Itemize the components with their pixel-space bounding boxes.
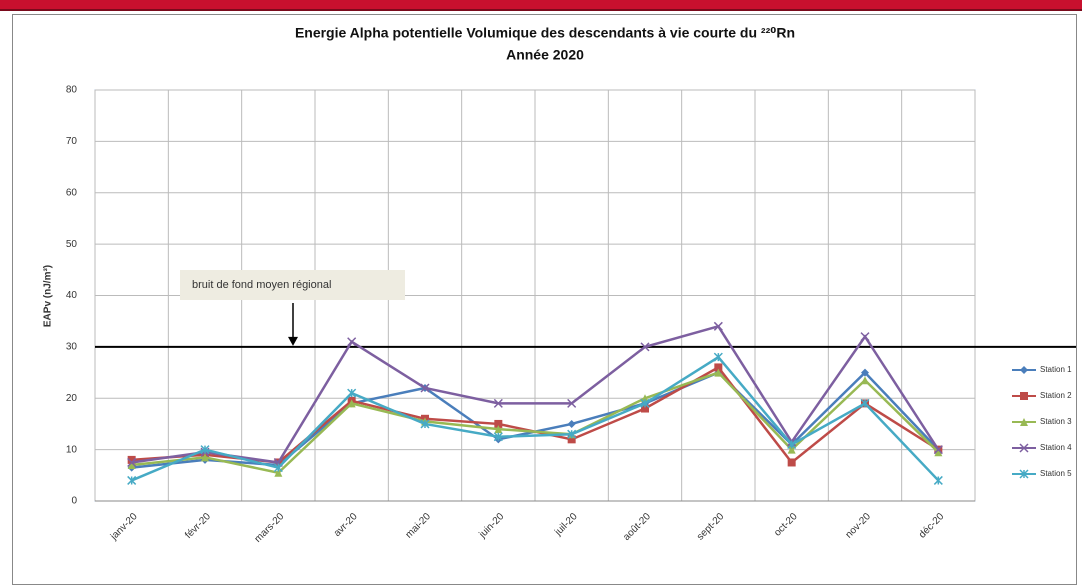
marker bbox=[420, 383, 430, 393]
marker bbox=[713, 352, 723, 362]
chart-subtitle: Année 2020 bbox=[506, 47, 584, 63]
marker bbox=[567, 429, 577, 439]
marker bbox=[127, 475, 137, 485]
marker bbox=[640, 398, 650, 408]
marker bbox=[860, 332, 870, 342]
marker bbox=[567, 398, 577, 408]
legend-label: Station 2 bbox=[1040, 391, 1072, 400]
marker bbox=[127, 461, 136, 470]
annotation-arrowhead bbox=[288, 336, 298, 346]
marker bbox=[641, 394, 649, 403]
marker bbox=[347, 337, 357, 347]
marker bbox=[787, 458, 796, 467]
y-tick-label: 70 bbox=[66, 136, 78, 147]
y-tick-label: 60 bbox=[66, 187, 78, 198]
marker bbox=[1020, 366, 1028, 374]
marker bbox=[1020, 392, 1028, 400]
marker bbox=[494, 419, 503, 428]
marker bbox=[1019, 443, 1029, 453]
marker bbox=[861, 368, 869, 377]
legend-label: Station 5 bbox=[1040, 469, 1072, 478]
y-tick-label: 30 bbox=[66, 342, 78, 353]
y-tick-label: 80 bbox=[66, 85, 78, 96]
legend-label: Station 4 bbox=[1040, 443, 1072, 452]
marker bbox=[861, 376, 869, 385]
marker bbox=[1020, 418, 1028, 426]
marker bbox=[933, 475, 943, 485]
y-axis-label: EAPv (nJ/m³) bbox=[43, 265, 54, 327]
series-line bbox=[131, 355, 940, 482]
marker bbox=[933, 445, 943, 455]
marker bbox=[713, 321, 723, 331]
marker bbox=[640, 342, 650, 352]
marker bbox=[347, 388, 357, 398]
marker bbox=[1019, 469, 1029, 479]
marker bbox=[200, 445, 210, 455]
marker bbox=[567, 435, 576, 444]
series-line bbox=[131, 324, 940, 464]
marker bbox=[201, 453, 209, 462]
marker bbox=[127, 455, 136, 464]
chart-title: Energie Alpha potentielle Volumique des … bbox=[295, 25, 795, 41]
y-tick-label: 50 bbox=[66, 239, 78, 250]
annotation-box bbox=[180, 270, 405, 300]
y-tick-label: 40 bbox=[66, 290, 78, 301]
marker bbox=[714, 363, 723, 372]
top-band bbox=[0, 0, 1082, 9]
marker bbox=[567, 419, 576, 428]
y-tick-label: 20 bbox=[66, 393, 78, 404]
marker bbox=[641, 404, 649, 413]
legend-label: Station 1 bbox=[1040, 365, 1072, 374]
marker bbox=[934, 448, 943, 457]
marker bbox=[714, 368, 723, 377]
annotation-text: bruit de fond moyen régional bbox=[192, 279, 331, 291]
marker bbox=[494, 425, 503, 434]
marker bbox=[493, 398, 503, 408]
top-band-edge bbox=[0, 9, 1082, 11]
marker bbox=[127, 457, 137, 467]
marker bbox=[274, 468, 283, 477]
marker bbox=[787, 445, 796, 454]
marker bbox=[420, 419, 430, 429]
marker bbox=[347, 399, 356, 408]
marker bbox=[273, 463, 283, 473]
y-tick-label: 0 bbox=[71, 496, 77, 507]
marker bbox=[493, 432, 503, 442]
legend-label: Station 3 bbox=[1040, 417, 1072, 426]
marker bbox=[787, 439, 797, 450]
marker bbox=[860, 398, 870, 408]
y-tick-label: 10 bbox=[66, 444, 78, 455]
